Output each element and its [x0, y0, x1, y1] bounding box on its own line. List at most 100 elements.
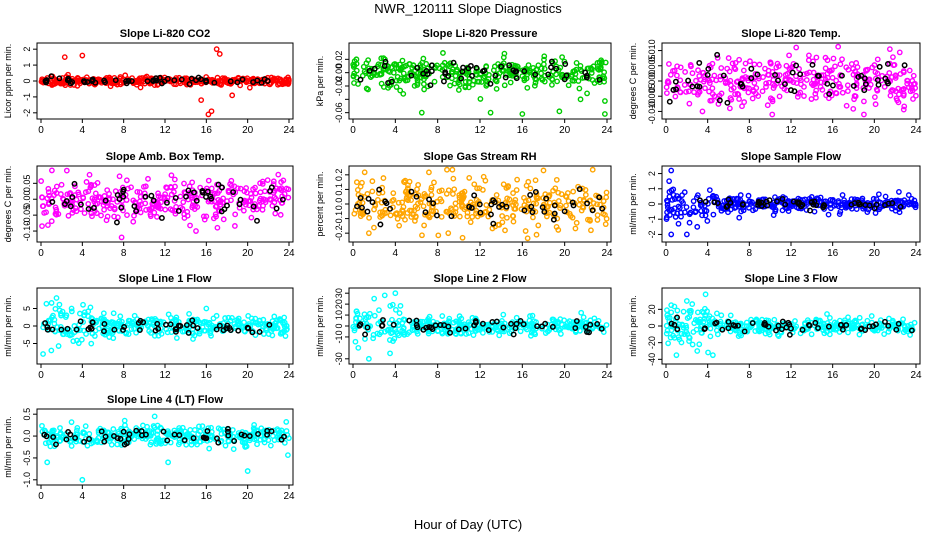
- data-point: [872, 210, 879, 216]
- reference-point: [549, 323, 556, 330]
- data-point: [246, 84, 253, 91]
- data-point: [557, 205, 563, 211]
- reference-point: [576, 186, 583, 193]
- reference-point: [432, 322, 439, 329]
- data-point: [486, 72, 492, 78]
- reference-point: [211, 79, 218, 86]
- reference-point: [510, 67, 517, 74]
- data-point: [269, 433, 276, 439]
- y-axis-label: ml/min per min.: [3, 416, 13, 478]
- reference-point: [181, 437, 188, 444]
- x-tick-label: 16: [517, 125, 529, 136]
- x-tick-label: 8: [435, 125, 441, 136]
- data-point: [45, 321, 52, 327]
- data-point: [52, 305, 59, 312]
- outlier-point: [203, 305, 210, 312]
- data-point: [681, 209, 688, 216]
- y-tick-label: 0.1: [334, 183, 344, 196]
- reference-point: [133, 208, 140, 214]
- outlier-point: [244, 468, 251, 474]
- data-point: [875, 191, 882, 198]
- reference-point: [714, 200, 721, 207]
- data-point: [500, 54, 507, 61]
- data-point: [45, 189, 52, 196]
- outlier-point: [556, 108, 563, 115]
- y-tick-label: 0.010: [647, 39, 657, 62]
- data-point: [282, 333, 289, 339]
- data-point: [851, 96, 857, 103]
- reference-point: [857, 326, 864, 332]
- data-point: [285, 452, 291, 459]
- x-tick-label: 0: [38, 248, 44, 259]
- data-point: [210, 215, 217, 222]
- reference-point: [175, 322, 182, 329]
- reference-point: [77, 201, 84, 208]
- data-point: [576, 85, 583, 92]
- reference-point: [362, 331, 369, 338]
- data-point: [872, 101, 879, 108]
- data-point: [421, 222, 427, 229]
- reference-point: [266, 321, 273, 328]
- data-point: [428, 192, 435, 198]
- data-point: [501, 82, 508, 89]
- data-point: [181, 75, 188, 82]
- data-point: [450, 191, 456, 197]
- data-point: [873, 86, 880, 93]
- data-point: [277, 78, 284, 85]
- data-point: [222, 315, 228, 321]
- data-point: [81, 312, 88, 319]
- data-point: [196, 423, 202, 430]
- data-point: [446, 315, 453, 322]
- data-point: [212, 203, 219, 210]
- reference-point: [901, 62, 908, 69]
- reference-point: [118, 204, 125, 211]
- data-point: [549, 76, 556, 83]
- data-point: [675, 334, 682, 341]
- data-point: [54, 324, 61, 330]
- reference-point: [481, 67, 488, 74]
- reference-point: [808, 199, 815, 206]
- data-point: [68, 308, 75, 315]
- reference-point: [851, 200, 858, 207]
- data-point: [753, 85, 760, 91]
- reference-point: [224, 425, 231, 432]
- data-point: [538, 70, 545, 77]
- data-point: [594, 212, 601, 219]
- reference-point: [468, 204, 475, 211]
- x-tick-label: 4: [393, 125, 399, 136]
- data-point: [784, 70, 791, 77]
- data-point: [401, 329, 408, 336]
- data-point: [437, 196, 444, 202]
- data-point: [400, 203, 407, 210]
- outlier-point: [683, 298, 690, 304]
- x-tick-label: 0: [38, 125, 44, 136]
- data-point: [142, 183, 149, 190]
- data-point: [231, 223, 238, 229]
- data-point: [139, 435, 146, 442]
- reference-point: [379, 322, 386, 329]
- y-tick-label: -1: [647, 215, 657, 223]
- reference-point: [175, 208, 182, 214]
- data-point: [370, 335, 377, 342]
- y-tick-label: 0.0: [22, 430, 32, 443]
- reference-point: [387, 205, 393, 212]
- outlier-point: [699, 108, 706, 115]
- reference-point: [67, 203, 74, 210]
- outlier-point: [683, 231, 690, 238]
- data-point: [259, 181, 266, 187]
- data-point: [57, 191, 64, 197]
- data-point: [506, 64, 513, 71]
- reference-point: [561, 208, 568, 215]
- data-point: [281, 321, 288, 328]
- data-point: [864, 66, 871, 73]
- outlier-point: [165, 459, 172, 466]
- data-point: [89, 213, 95, 220]
- reference-point: [799, 201, 806, 208]
- reference-point: [551, 202, 558, 209]
- data-point: [103, 217, 110, 224]
- data-point: [154, 428, 161, 434]
- data-point: [538, 75, 545, 82]
- y-tick-label: 0: [22, 78, 32, 83]
- y-tick-label: 0: [647, 323, 657, 328]
- data-point: [47, 443, 54, 450]
